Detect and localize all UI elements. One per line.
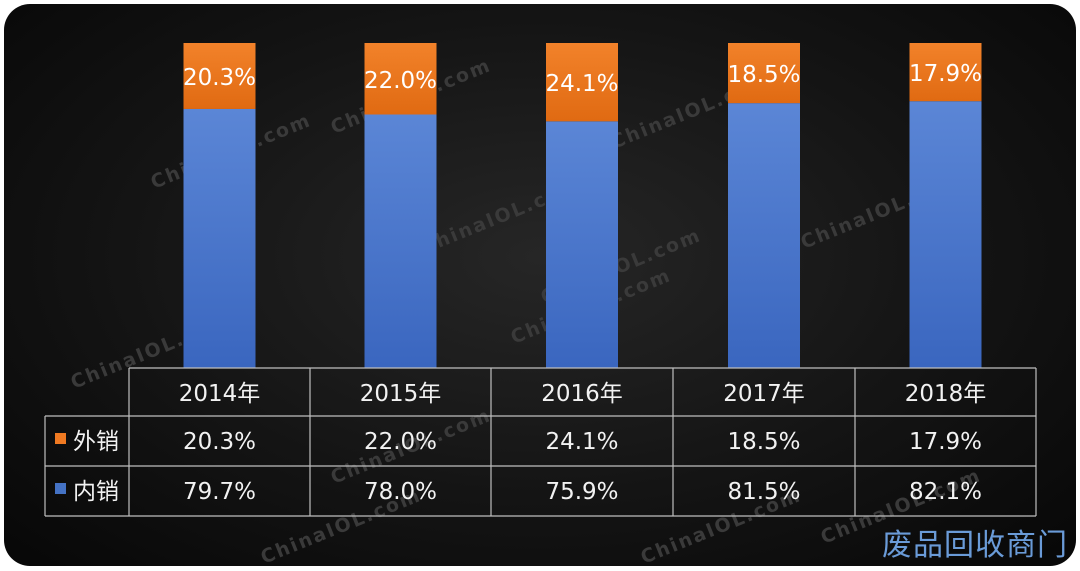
legend-swatch xyxy=(55,433,66,444)
table-header-year: 2014年 xyxy=(179,381,261,407)
table-cell-外销: 20.3% xyxy=(183,429,256,455)
bars-group: 20.3% 22.0% 24.1% 18.5% 17.9% xyxy=(183,43,982,369)
table-header-year: 2018年 xyxy=(905,381,987,407)
stacked-bar-chart: ChinaIOL.comChinaIOL.comChinaIOL.comChin… xyxy=(44,43,1037,566)
bar-segment-外销 xyxy=(183,43,256,109)
bar-segment-内销 xyxy=(183,108,256,368)
bar-segment-内销 xyxy=(364,114,437,368)
bar-segment-外销 xyxy=(728,43,800,104)
bar-data-label: 18.5% xyxy=(727,62,800,88)
data-table: 2014年 20.3% 79.7% 2015年 22.0% 78.0% 2016年 24.1%… xyxy=(44,367,1037,517)
bar-segment-内销 xyxy=(728,103,800,368)
table-cell-外销: 18.5% xyxy=(727,429,800,455)
bar-segment-内销 xyxy=(909,101,982,369)
legend-label: 内销 xyxy=(73,479,119,505)
table-cell-外销: 24.1% xyxy=(545,429,618,455)
legend-label: 外销 xyxy=(73,429,119,455)
table-cell-内销: 78.0% xyxy=(364,479,437,505)
table-cell-外销: 17.9% xyxy=(909,429,982,455)
bar-segment-外销 xyxy=(909,43,982,102)
table-cell-内销: 82.1% xyxy=(909,479,982,505)
bar-segment-内销 xyxy=(546,121,618,368)
legend-swatch xyxy=(55,483,66,494)
table-cell-内销: 79.7% xyxy=(183,479,256,505)
table-cell-外销: 22.0% xyxy=(364,429,437,455)
table-header-year: 2016年 xyxy=(541,381,623,407)
table-cell-内销: 81.5% xyxy=(727,479,800,505)
table-header-year: 2015年 xyxy=(360,381,442,407)
bar-segment-外销 xyxy=(364,43,437,115)
bar-data-label: 17.9% xyxy=(909,61,982,87)
bar-segment-外销 xyxy=(546,43,618,122)
bar-data-label: 24.1% xyxy=(545,71,618,97)
table-cell-内销: 75.9% xyxy=(545,479,618,505)
bar-data-label: 20.3% xyxy=(183,65,256,91)
chart-panel: ChinaIOL.com ChinaIOL.com ChinaIOL.com Chin… xyxy=(4,4,1076,566)
footer-logo: 废品回收商门 xyxy=(882,528,1068,563)
bar-data-label: 22.0% xyxy=(364,68,437,94)
table-header-year: 2017年 xyxy=(723,381,805,407)
